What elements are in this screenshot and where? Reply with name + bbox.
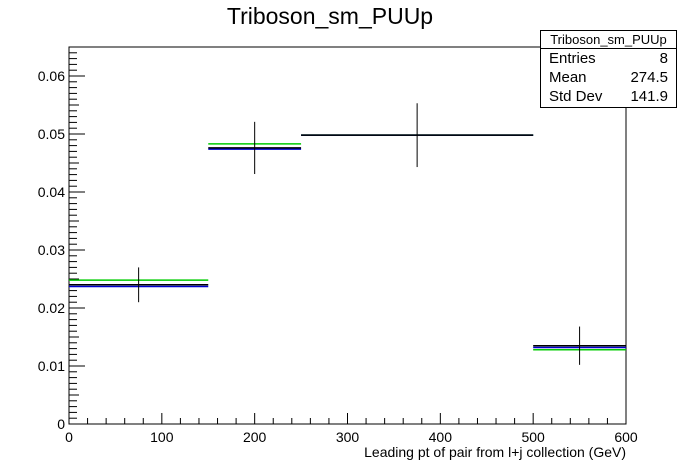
stats-row-stddev: Std Dev 141.9: [541, 87, 676, 106]
y-tick-label: 0.05: [38, 126, 65, 142]
x-tick-label: 400: [429, 429, 453, 445]
x-axis: 0 100 200 300 400 500 600: [65, 413, 638, 445]
x-tick-label: 0: [65, 429, 73, 445]
x-tick-label: 300: [336, 429, 360, 445]
y-tick-label: 0.03: [38, 242, 65, 258]
x-axis-label: Leading pt of pair from l+j collection (…: [364, 444, 626, 460]
y-tick-label: 0.01: [38, 358, 65, 374]
histogram-marks: [69, 103, 626, 365]
y-axis: 0 0.01 0.02 0.03 0.04 0.05 0.06: [38, 46, 85, 432]
y-tick-label: 0.02: [38, 300, 65, 316]
x-tick-label: 200: [243, 429, 267, 445]
stats-row-mean: Mean 274.5: [541, 68, 676, 87]
chart-title: Triboson_sm_PUUp: [227, 3, 433, 29]
stats-title: Triboson_sm_PUUp: [541, 31, 676, 49]
y-tick-label: 0: [57, 416, 65, 432]
stats-row-entries: Entries 8: [541, 49, 676, 68]
stats-value: 8: [659, 50, 668, 67]
x-tick-label: 100: [150, 429, 174, 445]
y-tick-label: 0.04: [38, 184, 65, 200]
x-tick-label: 500: [521, 429, 545, 445]
stats-box: Triboson_sm_PUUp Entries 8 Mean 274.5 St…: [540, 30, 677, 108]
stats-value: 274.5: [630, 69, 668, 86]
y-tick-label: 0.06: [38, 68, 65, 84]
stats-value: 141.9: [630, 88, 668, 105]
stats-label: Std Dev: [549, 88, 603, 105]
stats-label: Entries: [549, 50, 596, 67]
stats-label: Mean: [549, 69, 587, 86]
x-tick-label: 600: [614, 429, 638, 445]
